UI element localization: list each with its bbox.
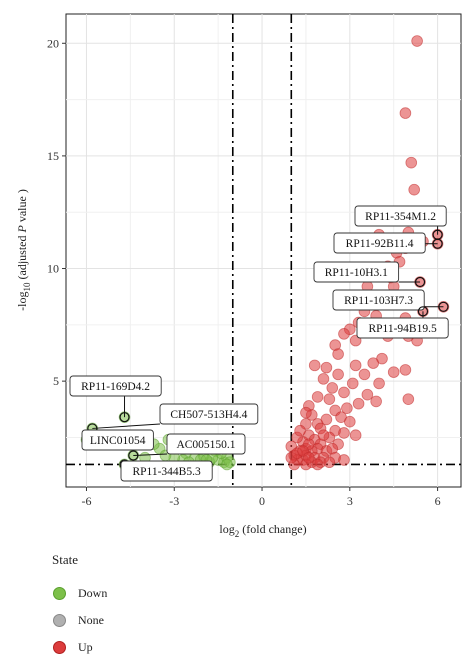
legend-item-down: Down (52, 584, 107, 602)
point-up (338, 427, 350, 439)
legend: State Down None Up (52, 552, 252, 662)
x-tick-label: 6 (435, 494, 441, 508)
point-up (323, 456, 336, 469)
axis-ticks: -6 -3 0 3 6 5 10 15 20 (47, 36, 441, 508)
x-tick-label: -6 (81, 494, 91, 508)
y-tick-label: 5 (53, 374, 59, 388)
callout-label: RP11-10H3.1 (325, 267, 388, 279)
point-up (317, 373, 330, 385)
callout-box (333, 232, 426, 254)
point-up (338, 386, 350, 399)
callout-box (159, 403, 259, 425)
callout-box (356, 317, 449, 339)
legend-swatch-down (53, 586, 66, 600)
point-down (221, 458, 233, 471)
callout-label: LINC01054 (90, 435, 146, 447)
callout-marker (119, 412, 130, 423)
callout-leader (133, 453, 168, 456)
y-tick-label: 15 (47, 149, 59, 163)
callout-box (166, 433, 246, 455)
y-tick-label: 20 (47, 36, 59, 50)
point-up (370, 395, 382, 408)
point-up (300, 406, 312, 419)
point-up (361, 388, 374, 401)
point-up (411, 35, 423, 47)
callout-label: RP11-344B5.3 (132, 466, 201, 478)
callout-labels: RP11-354M1.2 RP11-92B11.4 RP11-10H3.1 RP11-… (69, 205, 449, 482)
callout-label: CH507-513H4.4 (170, 409, 247, 421)
point-up (344, 415, 356, 428)
y-tick-label: 10 (47, 262, 59, 276)
point-up (332, 348, 344, 360)
point-up (317, 429, 330, 441)
callout-box (332, 289, 425, 311)
legend-title: State (52, 552, 78, 567)
x-tick-label: -3 (169, 494, 179, 508)
callout-marker (414, 276, 426, 288)
point-up (326, 382, 339, 394)
point-up (367, 357, 380, 369)
point-up (341, 402, 353, 414)
point-up (308, 359, 321, 372)
callout-label: RP11-92B11.4 (346, 238, 414, 250)
callout-marker (128, 450, 139, 461)
legend-item-none: None (52, 611, 104, 629)
callout-label: AC005150.1 (176, 439, 235, 451)
x-axis-label: log2 (fold change) (219, 522, 306, 539)
point-up (405, 156, 418, 169)
point-up (338, 454, 350, 466)
callout-box (120, 460, 213, 482)
legend-swatch-none (53, 613, 66, 627)
point-up (402, 393, 415, 405)
point-up (323, 393, 336, 405)
legend-item-up: Up (52, 638, 93, 656)
point-up (387, 366, 400, 378)
callout-label: RP11-94B19.5 (368, 323, 437, 335)
y-axis-label: -log10 (adjusted P value ) (15, 189, 32, 311)
point-up (399, 364, 412, 376)
volcano-plot: RP11-354M1.2 RP11-92B11.4 RP11-10H3.1 RP11-… (15, 13, 462, 539)
point-up (373, 377, 385, 390)
callout-leader (92, 423, 161, 429)
legend-label-up: Up (78, 639, 93, 654)
point-up (311, 391, 324, 403)
callout-box (69, 375, 162, 397)
callout-marker (432, 238, 443, 249)
callout-marker (438, 301, 449, 312)
point-up (311, 458, 324, 471)
legend-swatch-up (53, 640, 66, 654)
callout-box (81, 429, 154, 451)
point-up (352, 397, 365, 410)
callout-box (313, 261, 400, 283)
point-up (349, 429, 362, 441)
point-up (332, 368, 344, 381)
point-up (303, 451, 315, 464)
x-tick-label: 0 (259, 494, 265, 508)
legend-label-down: Down (78, 585, 108, 600)
legend-label-none: None (78, 612, 104, 627)
callout-label: RP11-354M1.2 (365, 211, 436, 223)
callout-box (354, 205, 447, 227)
callout-marker (417, 306, 429, 317)
point-up (358, 368, 371, 381)
point-up (338, 328, 350, 340)
callout-label: RP11-169D4.2 (81, 381, 150, 393)
point-up (294, 424, 306, 437)
point-up (320, 361, 333, 374)
point-up (349, 359, 362, 372)
point-up (408, 183, 420, 196)
callout-label: RP11-103H7.3 (344, 295, 413, 307)
point-up (399, 107, 412, 119)
point-up (346, 377, 359, 390)
x-tick-label: 3 (347, 494, 353, 508)
